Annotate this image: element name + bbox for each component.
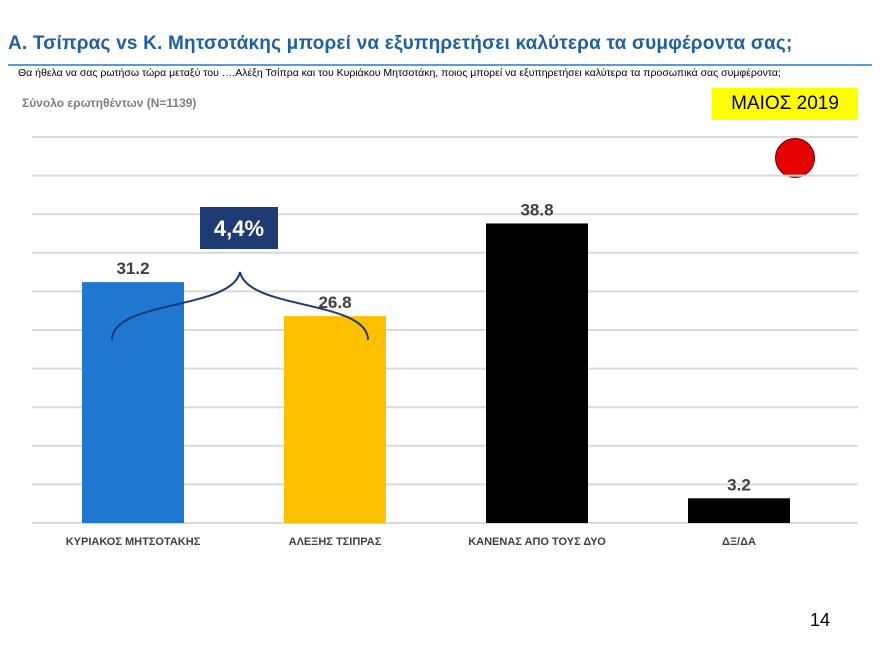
bar bbox=[688, 498, 790, 523]
page-number: 14 bbox=[810, 610, 831, 630]
date-badge: ΜΑΙΟΣ 2019 bbox=[712, 88, 858, 120]
page-title: Α. Τσίπρας vs Κ. Μητσοτάκης μπορεί να εξ… bbox=[8, 33, 793, 54]
title-divider bbox=[8, 64, 872, 66]
bar-value-label: 26.8 bbox=[318, 293, 351, 312]
bar-value-label: 31.2 bbox=[116, 259, 149, 278]
bar bbox=[486, 223, 588, 524]
curly-brace bbox=[111, 271, 369, 341]
bar bbox=[284, 316, 386, 523]
red-dot-icon bbox=[775, 138, 815, 178]
bar-value-label: 3.2 bbox=[727, 475, 751, 494]
category-label: ΔΞ/ΔΑ bbox=[722, 536, 756, 548]
category-label: ΚΑΝΕΝΑΣ ΑΠΟ ΤΟΥΣ ΔΥΟ bbox=[468, 536, 606, 548]
bar bbox=[82, 282, 184, 523]
bar-value-label: 38.8 bbox=[520, 200, 553, 219]
gap-badge bbox=[200, 207, 278, 249]
category-label: ΚΥΡΙΑΚΟΣ ΜΗΤΣΟΤΑΚΗΣ bbox=[66, 536, 201, 548]
sample-size-label: Σύνολο ερωτηθέντων (N=1139) bbox=[22, 96, 197, 110]
survey-question: Θα ήθελα να σας ρωτήσω τώρα μεταξύ του …… bbox=[18, 67, 781, 79]
category-label: ΑΛΕΞΗΣ ΤΣΙΠΡΑΣ bbox=[289, 536, 382, 548]
gap-badge-label: 4,4% bbox=[214, 216, 264, 241]
